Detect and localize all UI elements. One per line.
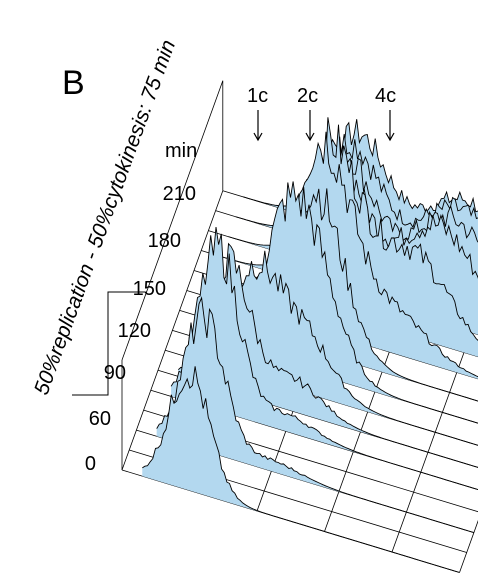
time-label-150: 150 xyxy=(132,278,166,300)
time-label-120: 120 xyxy=(117,320,151,342)
histogram-fill-60 xyxy=(171,227,478,490)
histogram-fill-120 xyxy=(199,188,478,402)
bracket-path xyxy=(72,291,145,396)
histogram-fill-90 xyxy=(185,250,478,446)
time-span-bracket xyxy=(72,291,145,396)
marker-1c-label: 1c xyxy=(247,85,269,107)
grid-line-content xyxy=(459,520,478,573)
time-label-210: 210 xyxy=(162,183,196,205)
histogram-outline-75 xyxy=(178,242,478,468)
histogram-outline-0 xyxy=(142,366,460,573)
marker-arrows xyxy=(253,110,395,142)
histogram-fill-0 xyxy=(142,366,460,573)
marker-2c-label: 2c xyxy=(297,85,319,107)
time-axis-unit: min xyxy=(165,140,198,162)
time-label-180: 180 xyxy=(147,230,181,252)
time-label-0: 0 xyxy=(84,453,96,475)
time-label-90: 90 xyxy=(103,362,126,384)
histogram-stack xyxy=(142,117,478,573)
time-label-60: 60 xyxy=(88,408,111,430)
panel-letter: B xyxy=(62,64,85,102)
wall-edge-top xyxy=(121,80,224,361)
marker-arrow-head xyxy=(253,132,263,142)
grid-line-content xyxy=(121,190,224,471)
marker-arrow-head xyxy=(305,132,315,142)
histogram-outline-60 xyxy=(170,227,478,491)
marker-4c-label: 4c xyxy=(375,85,397,107)
histogram-fill-30 xyxy=(156,297,474,533)
histogram-outline-30 xyxy=(156,296,475,534)
marker-arrow-head xyxy=(385,132,395,142)
